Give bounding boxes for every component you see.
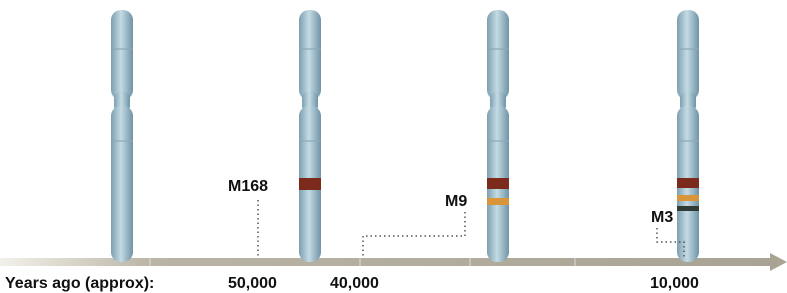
diagram: M168 M9 M3 Years ago (approx): 50,000 40… xyxy=(0,0,787,293)
chromosome xyxy=(299,10,321,262)
marker-label: M9 xyxy=(445,193,467,210)
marker-label: M3 xyxy=(651,209,673,226)
tick-label: 40,000 xyxy=(330,275,379,292)
tick-label: 10,000 xyxy=(650,275,699,292)
connector xyxy=(363,212,465,258)
chromosome xyxy=(677,10,699,262)
tick-label: 50,000 xyxy=(228,275,277,292)
axis-label: Years ago (approx): xyxy=(5,275,154,292)
chromosome xyxy=(111,10,133,262)
chromosome xyxy=(487,10,509,262)
marker-label: M168 xyxy=(228,178,268,195)
